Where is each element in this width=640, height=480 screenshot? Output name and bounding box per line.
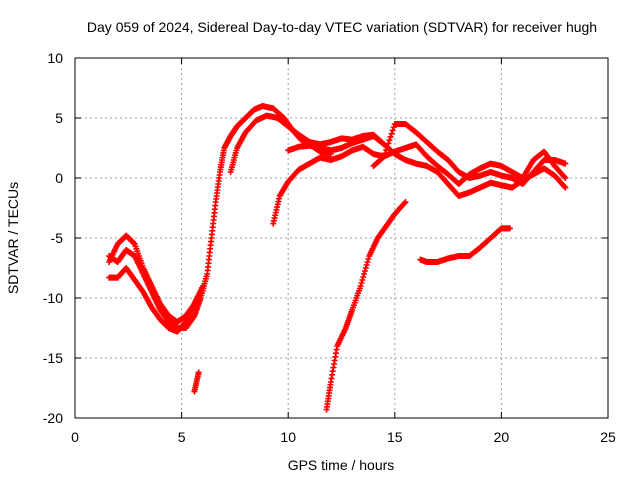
y-tick-label: 0 — [55, 170, 63, 186]
x-tick-label: 25 — [600, 429, 616, 445]
axis-ticks: 0 5 10 15 20 25 -20 -15 -10 -5 0 5 10 — [43, 50, 616, 445]
x-axis-label: GPS time / hours — [288, 457, 395, 473]
data-point — [362, 265, 369, 271]
y-tick-label: -20 — [43, 410, 63, 426]
data-point — [386, 137, 393, 144]
chart-title: Day 059 of 2024, Sidereal Day-to-day VTE… — [87, 19, 597, 35]
y-tick-label: -15 — [43, 350, 63, 366]
data-point — [359, 277, 366, 283]
data-point — [380, 154, 387, 161]
data-point — [388, 130, 395, 137]
data-point — [506, 225, 513, 232]
series-track-4 — [191, 369, 202, 395]
x-tick-label: 5 — [178, 429, 186, 445]
data-point — [382, 150, 389, 157]
data-point — [562, 175, 569, 181]
y-tick-label: -10 — [43, 290, 63, 306]
data-point — [384, 143, 391, 150]
data-point — [389, 127, 396, 134]
data-point — [562, 184, 569, 191]
data-point — [358, 280, 365, 286]
x-tick-label: 20 — [494, 429, 510, 445]
data-point — [360, 274, 367, 280]
data-point — [130, 240, 137, 247]
data-point — [381, 153, 388, 160]
data-point — [357, 283, 364, 289]
series-track-10 — [417, 225, 513, 265]
grid — [75, 58, 608, 418]
data-point — [383, 146, 390, 153]
data-point — [364, 259, 371, 265]
data-point — [385, 140, 392, 147]
x-tick-label: 15 — [387, 429, 403, 445]
series-track-3 — [106, 232, 206, 325]
data-point — [387, 133, 394, 140]
x-tick-label: 0 — [71, 429, 79, 445]
data-point — [562, 160, 569, 167]
data-point — [390, 124, 397, 131]
y-tick-label: 5 — [55, 110, 63, 126]
series-track-9 — [370, 121, 569, 187]
data-series — [106, 103, 569, 413]
series-track-8 — [323, 199, 409, 413]
data-point — [402, 199, 409, 205]
data-point — [361, 268, 368, 274]
data-point — [361, 271, 368, 277]
y-tick-label: 10 — [47, 50, 63, 66]
x-tick-label: 10 — [280, 429, 296, 445]
data-point — [363, 262, 370, 268]
y-axis-label: SDTVAR / TECUs — [5, 182, 21, 294]
data-point — [199, 283, 206, 289]
data-point — [365, 256, 372, 262]
series-track-7 — [285, 133, 569, 199]
data-point — [195, 369, 202, 376]
y-tick-label: -5 — [51, 230, 64, 246]
